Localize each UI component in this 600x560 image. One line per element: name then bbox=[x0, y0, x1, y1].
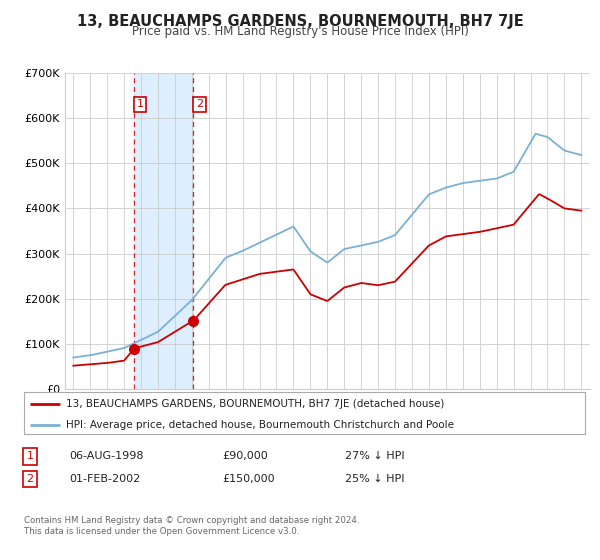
Text: 13, BEAUCHAMPS GARDENS, BOURNEMOUTH, BH7 7JE: 13, BEAUCHAMPS GARDENS, BOURNEMOUTH, BH7… bbox=[77, 14, 523, 29]
Text: 01-FEB-2002: 01-FEB-2002 bbox=[69, 474, 140, 484]
Text: This data is licensed under the Open Government Licence v3.0.: This data is licensed under the Open Gov… bbox=[24, 527, 299, 536]
Text: £90,000: £90,000 bbox=[222, 451, 268, 461]
Text: 13, BEAUCHAMPS GARDENS, BOURNEMOUTH, BH7 7JE (detached house): 13, BEAUCHAMPS GARDENS, BOURNEMOUTH, BH7… bbox=[66, 399, 445, 409]
Text: Price paid vs. HM Land Registry's House Price Index (HPI): Price paid vs. HM Land Registry's House … bbox=[131, 25, 469, 38]
Text: 25% ↓ HPI: 25% ↓ HPI bbox=[345, 474, 404, 484]
Text: 2: 2 bbox=[196, 100, 203, 109]
Text: 2: 2 bbox=[26, 474, 34, 484]
Text: 06-AUG-1998: 06-AUG-1998 bbox=[69, 451, 143, 461]
Bar bbox=[134, 73, 193, 389]
Text: Contains HM Land Registry data © Crown copyright and database right 2024.: Contains HM Land Registry data © Crown c… bbox=[24, 516, 359, 525]
Text: £150,000: £150,000 bbox=[222, 474, 275, 484]
Text: 27% ↓ HPI: 27% ↓ HPI bbox=[345, 451, 404, 461]
Text: 1: 1 bbox=[26, 451, 34, 461]
Text: HPI: Average price, detached house, Bournemouth Christchurch and Poole: HPI: Average price, detached house, Bour… bbox=[66, 420, 454, 430]
Text: 1: 1 bbox=[136, 100, 143, 109]
